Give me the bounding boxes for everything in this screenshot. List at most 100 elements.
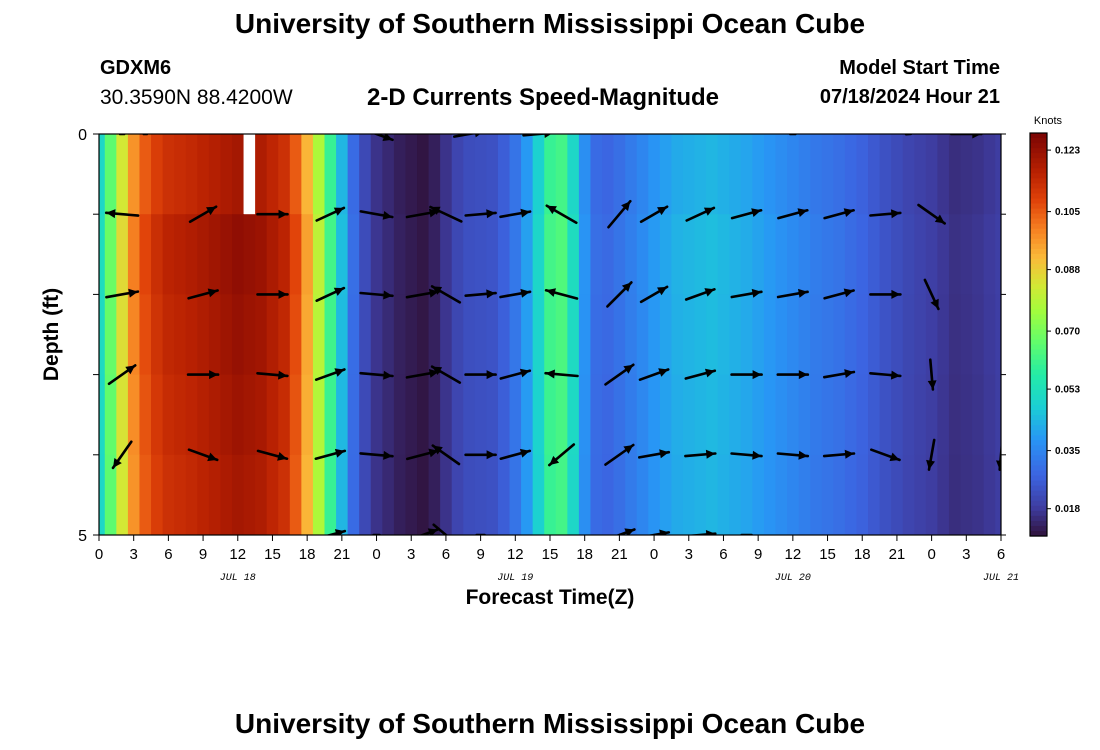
heatmap-cell [405,294,418,376]
heatmap-cell [625,374,638,456]
arrow-head [704,288,715,297]
heatmap-cell [509,214,522,295]
heatmap-cell [289,454,302,535]
heatmap-cell [301,214,314,295]
heatmap-cell [208,374,222,456]
colorbar-tick-label: 0.018 [1055,504,1080,515]
heatmap-cell [486,454,499,535]
current-arrow [547,443,576,467]
heatmap-cell [948,214,962,295]
heatmap-cell [220,294,233,376]
heatmap-cell [671,134,684,215]
current-arrow [730,370,763,380]
heatmap-cell [995,294,1001,376]
colorbar-tick-label: 0.123 [1055,146,1080,157]
heatmap-cell [162,134,175,215]
arrow-head [844,449,854,459]
heatmap-cell [417,454,430,535]
heatmap-cell [497,214,511,295]
heatmap-cell [289,134,302,215]
heatmap-cell [127,134,141,215]
colorbar-segment [1030,158,1047,164]
current-arrow [499,288,532,299]
colorbar-segment [1030,359,1047,366]
colorbar-segment [1030,138,1047,144]
heatmap-cell [104,374,117,456]
heatmap-cell [671,214,684,295]
arrow-shaft [452,134,477,138]
heatmap-cell [151,214,164,295]
heatmap-cell [937,134,950,215]
heatmap-cell [960,454,973,535]
current-arrow [869,448,901,462]
current-arrow [949,134,983,139]
heatmap-cell [451,134,464,215]
colorbar-segment [1030,329,1047,336]
heatmap-cell [370,294,383,376]
x-tick-label: 6 [164,546,172,563]
arrow-head [277,452,287,461]
colorbar-segment [1030,133,1047,139]
heatmap-cell [578,454,592,535]
heatmap-cell [555,134,568,215]
heatmap-cell [659,374,673,456]
current-arrow [777,208,809,220]
heatmap-cell [555,214,568,295]
heatmap-cell [278,134,291,215]
heatmap-cell [821,454,834,535]
current-arrow [685,206,716,222]
arrow-head [382,134,393,141]
heatmap-cell [879,294,892,376]
x-axis-title: Forecast Time(Z) [466,586,635,609]
heatmap-cell [613,374,626,456]
colorbar-segment [1030,178,1047,184]
heatmap-cell [972,134,985,215]
heatmap-cell [914,214,927,295]
heatmap-cell [127,374,141,456]
colorbar-segment [1030,304,1047,310]
heatmap-cell [787,134,800,215]
heatmap-cell [983,454,996,535]
current-arrow [776,288,809,299]
current-arrow [545,204,578,224]
heatmap-cell [289,214,302,295]
x-tick-label: 3 [685,546,693,563]
current-arrow [429,205,463,223]
colorbar-segment [1030,379,1047,386]
heatmap-cell [231,134,245,215]
heatmap-cell [116,294,129,376]
colorbar-segment [1030,485,1047,492]
arrow-head [334,368,345,377]
heatmap-cell [995,374,1001,456]
heatmap-cell [694,374,707,456]
heatmap-cell [948,294,962,376]
arrow-head [798,370,808,380]
colorbar-segment [1030,208,1047,215]
heatmap-cell [706,214,719,295]
x-tick-label: 18 [299,546,316,563]
colorbar-segment [1030,173,1047,179]
heatmap-cell [937,374,950,456]
colorbar-segment [1030,394,1047,401]
colorbar-segment [1030,445,1047,451]
heatmap-cell [440,134,453,215]
heatmap-cell [382,294,395,376]
colorbar-segment [1030,349,1047,356]
axes: 050 3 6 9 12 15 18 21 0 3 6 9 12 15 18 21 0 3 6 9 12 15 18 21 0 3… [40,127,1019,609]
x-tick-label: 0 [927,546,935,563]
heatmap-cell [497,454,511,535]
heatmap-cell [740,374,753,456]
arrow-head [751,208,762,217]
heatmap-cell [844,134,858,215]
heatmap-cell [798,294,811,376]
x-tick-label: 6 [719,546,727,563]
arrow-head [659,529,669,535]
colorbar-segment [1030,183,1047,190]
heatmap-cell [99,134,106,215]
colorbar-segment [1030,339,1047,346]
arrow-head [125,365,136,375]
arrow-head [751,288,762,298]
colorbar-segment [1030,188,1047,195]
heatmap-cell [463,294,476,376]
date-label: JUL 18 [220,573,256,584]
